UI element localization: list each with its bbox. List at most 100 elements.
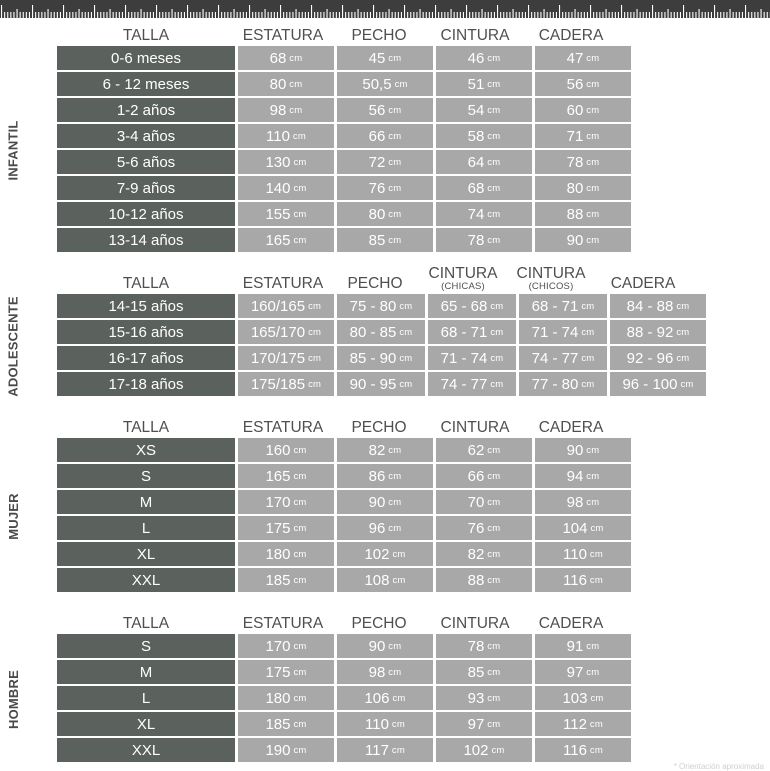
measure-value: 98 [270,102,287,119]
section-label-text: HOMBRE [6,670,21,729]
measure-unit: cm [586,235,599,246]
ruler-ticks-icon [0,0,770,18]
cell-talla: 13-14 años [57,228,235,252]
measure-value: 175 [265,664,290,681]
measure-value: 180 [265,546,290,563]
measure-unit: cm [586,471,599,482]
measure-value: 71 [567,128,584,145]
measure-value: 98 [567,494,584,511]
measure-unit: cm [293,183,306,194]
measure-unit: cm [487,79,500,90]
measure-unit: cm [293,157,306,168]
measure-unit: cm [487,693,500,704]
measure-unit: cm [293,523,306,534]
measure-value: 88 - 92 [627,324,674,341]
measure-unit: cm [487,575,500,586]
measure-value: 82 [468,546,485,563]
cell-talla: XXL [57,568,235,592]
measure-value: 47 [567,50,584,67]
measure-unit: cm [399,301,412,312]
column-header-hombre-3: CINTURA [427,615,523,634]
measure-unit: cm [487,235,500,246]
measure-value: 72 [369,154,386,171]
measure-unit: cm [590,693,603,704]
measure-value: 88 [567,206,584,223]
measure-unit: cm [586,497,599,508]
measure-unit: cm [676,353,689,364]
measure-unit: cm [487,667,500,678]
measure-unit: cm [388,183,401,194]
measure-value: 94 [567,468,584,485]
measure-value: 51 [468,76,485,93]
measure-value: 104 [562,520,587,537]
section-label-text: MUJER [6,493,21,540]
measure-unit: cm [293,131,306,142]
cell-talla: S [57,634,235,658]
measure-value: 110 [266,128,290,145]
measure-value: 91 [567,638,584,655]
measure-value: 170 [265,494,290,511]
measure-unit: cm [487,445,500,456]
section-label-adolescente: ADOLESCENTE [0,294,26,398]
measure-value: 90 [369,494,386,511]
measure-value: 93 [468,690,485,707]
measure-value: 110 [563,546,587,563]
measure-value: 74 - 77 [441,376,488,393]
measure-unit: cm [308,379,321,390]
measure-unit: cm [590,719,603,730]
measure-value: 117 [365,742,389,759]
measure-value: 130 [265,154,290,171]
measure-unit: cm [388,471,401,482]
measuring-tape-ruler [0,0,770,18]
measure-value: 68 - 71 [532,298,579,315]
cell-talla: 7-9 años [57,176,235,200]
measure-unit: cm [388,209,401,220]
cell-talla: XL [57,712,235,736]
measure-value: 106 [364,690,389,707]
measure-unit: cm [293,471,306,482]
measure-unit: cm [308,301,321,312]
